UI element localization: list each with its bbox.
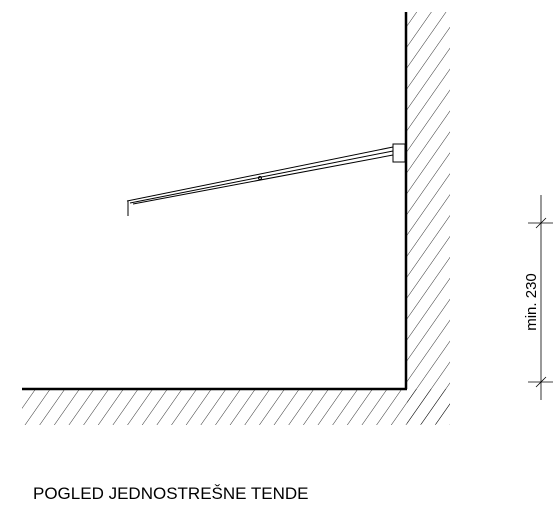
bracket <box>392 143 406 163</box>
wall-hatch <box>407 12 450 424</box>
caption: POGLED JEDNOSTREŠNE TENDE <box>33 484 309 503</box>
mask <box>0 0 553 10</box>
dimension <box>528 195 553 400</box>
dimension-label: min. 230 <box>523 273 540 331</box>
awning <box>126 146 394 216</box>
floor-hatch <box>22 389 450 425</box>
